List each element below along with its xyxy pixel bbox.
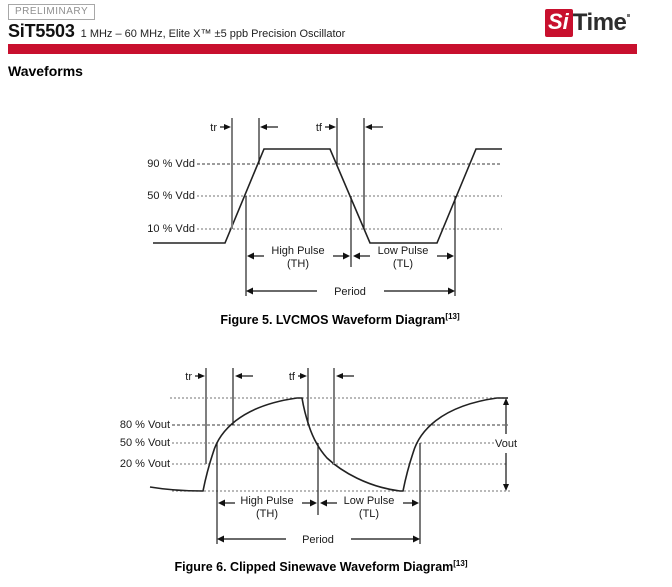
figure6-vout-arrow <box>503 398 509 491</box>
figure6-vout-label: Vout <box>495 438 517 450</box>
figure5-tf-label: tf <box>316 122 323 134</box>
figure6-low-pulse-sub: (TL) <box>359 508 379 520</box>
figure5-caption-text: Figure 5. LVCMOS Waveform Diagram <box>220 313 446 328</box>
figure5-timing-marker-lines <box>231 118 365 229</box>
figure6-pulse-arrows <box>218 499 419 507</box>
figure6-timing-marker-lines <box>205 368 335 464</box>
figure6-caption-footnote-ref: [13] <box>453 559 468 568</box>
doc-subtitle: 1 MHz – 60 MHz, Elite X™ ±5 ppb Precisio… <box>80 28 346 40</box>
figure6-level80-label: 80 % Vout <box>120 419 170 431</box>
preliminary-badge: PRELIMINARY <box>8 4 96 20</box>
figure5-period-label: Period <box>334 286 366 298</box>
figure5-period-arrow <box>246 287 455 295</box>
figure6-level-lines <box>170 397 510 492</box>
sitime-logo-si-icon: Si <box>545 8 573 37</box>
figure5-level50-label: 50 % Vdd <box>147 190 195 202</box>
figure6-waveform-trace <box>149 397 508 492</box>
sitime-logo: Si Time <box>545 8 631 37</box>
figure5-high-pulse-label: High Pulse <box>271 245 324 257</box>
figure5-level10-label: 10 % Vdd <box>147 223 195 235</box>
figure5-pulse-boundary-lines <box>245 196 456 296</box>
figure5-caption-footnote-ref: [13] <box>445 312 460 321</box>
header-accent-bar <box>8 44 637 54</box>
figure6-level50-label: 50 % Vout <box>120 437 170 449</box>
part-number: SiT5503 <box>8 21 75 41</box>
figure6-clipped-sinewave-diagram: tr tf 80 % Vout 50 % Vout 20 % Vout High… <box>120 368 517 546</box>
figure6-tr-arrows <box>195 373 253 379</box>
figure5-tr-label: tr <box>210 122 217 134</box>
figure5-lvcmos-diagram: tr tf 90 % Vdd 50 % Vdd 10 % Vdd High Pu… <box>147 118 502 298</box>
figure6-tr-label: tr <box>185 371 192 383</box>
figure6-pulse-boundary-lines <box>216 443 421 544</box>
figure5-high-pulse-sub: (TH) <box>287 258 309 270</box>
figure6-period-arrow <box>217 535 420 543</box>
figure6-caption-text: Figure 6. Clipped Sinewave Waveform Diag… <box>174 560 454 575</box>
figure5-tf-arrows <box>325 124 383 130</box>
trademark-dot-icon <box>627 14 631 17</box>
figure5-low-pulse-label: Low Pulse <box>378 245 429 257</box>
figure6-period-label: Period <box>302 534 334 546</box>
figure6-tf-label: tf <box>289 371 296 383</box>
figure6-high-pulse-label: High Pulse <box>240 495 293 507</box>
doc-title-row: SiT5503 1 MHz – 60 MHz, Elite X™ ±5 ppb P… <box>8 21 345 42</box>
figure6-tf-arrows <box>298 373 354 379</box>
figure6-high-pulse-sub: (TH) <box>256 508 278 520</box>
figure5-pulse-arrows <box>247 252 454 260</box>
figure5-low-pulse-sub: (TL) <box>393 258 413 270</box>
figure6-level20-label: 20 % Vout <box>120 458 170 470</box>
figure5-level90-label: 90 % Vdd <box>147 158 195 170</box>
figure6-caption: Figure 6. Clipped Sinewave Waveform Diag… <box>121 559 521 574</box>
sitime-logo-time: Time <box>572 8 627 36</box>
section-title: Waveforms <box>8 63 83 79</box>
figure6-low-pulse-label: Low Pulse <box>344 495 395 507</box>
figure5-tr-arrows <box>220 124 278 130</box>
figure5-caption: Figure 5. LVCMOS Waveform Diagram[13] <box>140 312 540 327</box>
